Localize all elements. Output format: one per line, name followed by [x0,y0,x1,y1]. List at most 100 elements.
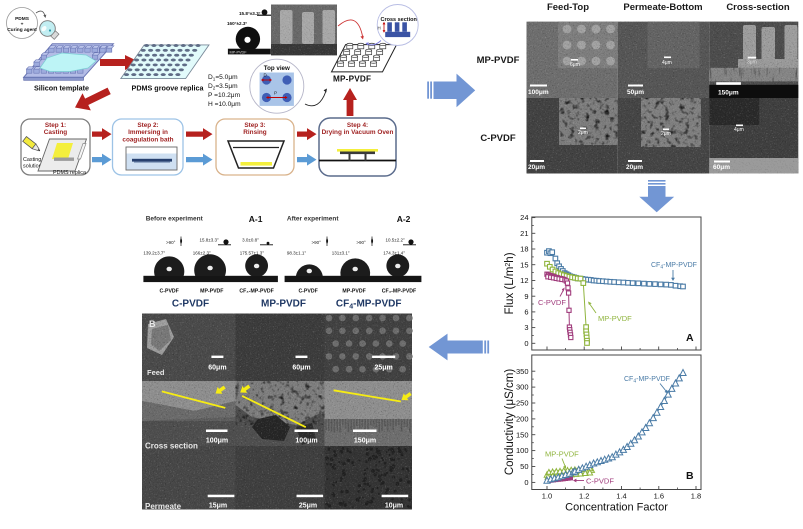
svg-text:21: 21 [520,229,528,238]
svg-text:166±2.3°: 166±2.3° [193,251,211,256]
svg-text:CF4-MP-PVDF: CF4-MP-PVDF [651,262,697,271]
svg-text:24: 24 [520,213,528,222]
svg-text:174.3±1.4°: 174.3±1.4° [383,251,405,256]
svg-text:15: 15 [520,260,528,269]
svg-text:C-PVDF: C-PVDF [172,299,209,310]
svg-text:MP-PVDF: MP-PVDF [200,289,223,295]
svg-text:18: 18 [520,245,528,254]
svg-text:P: P [274,91,277,96]
svg-text:250: 250 [516,399,529,408]
svg-text:160°±2.3°: 160°±2.3° [227,21,247,26]
svg-text:Permeate-Bottom: Permeate-Bottom [623,2,702,13]
svg-text:300: 300 [516,383,529,392]
svg-text:C-PVDF: C-PVDF [298,289,317,295]
svg-text:25μm: 25μm [374,365,392,372]
svg-text:20μm: 20μm [528,164,545,171]
svg-text:MP-PVDF: MP-PVDF [230,51,248,55]
svg-text:6μm: 6μm [570,62,580,68]
svg-text:Conductivity (μS/cm): Conductivity (μS/cm) [504,369,516,475]
svg-text:3: 3 [524,323,528,332]
svg-text:12: 12 [520,276,528,285]
svg-text:Step 2:: Step 2: [137,122,158,129]
svg-text:After experiment: After experiment [287,216,339,223]
svg-text:60μm: 60μm [292,365,310,372]
svg-text:10.5±2.2°: 10.5±2.2° [386,238,405,243]
svg-text:Feed: Feed [147,368,165,377]
svg-text:100μm: 100μm [295,438,317,445]
svg-text:Cross section: Cross section [145,442,198,451]
svg-text:Concentration Factor: Concentration Factor [565,502,668,514]
svg-text:150: 150 [516,430,529,439]
svg-text:150μm: 150μm [354,438,376,445]
svg-text:Casting: Casting [44,129,68,136]
svg-text:C-PVDF: C-PVDF [586,477,614,486]
svg-text:A-2: A-2 [397,214,411,224]
svg-text:350: 350 [516,367,529,376]
svg-text:H =10.0μm: H =10.0μm [208,101,241,108]
svg-text:coagulation bath: coagulation bath [122,136,173,143]
svg-text:MP-PVDF: MP-PVDF [342,289,365,295]
svg-text:100μm: 100μm [206,438,228,445]
svg-text:Cross section: Cross section [381,17,418,23]
svg-text:Step 3:: Step 3: [244,122,265,129]
svg-text:15.8°±3.3°: 15.8°±3.3° [239,11,261,16]
svg-text:15.8±3.3°: 15.8±3.3° [200,238,219,243]
svg-text:PDMS groove replica: PDMS groove replica [132,84,205,93]
svg-text:MP-PVDF: MP-PVDF [477,55,520,66]
svg-text:1.0: 1.0 [542,492,552,501]
svg-text:D: D [264,73,267,78]
svg-text:Before experiment: Before experiment [146,216,204,223]
svg-text:200: 200 [516,415,529,424]
svg-text:0: 0 [524,478,528,487]
svg-text:H: H [378,26,381,31]
svg-text:Feed-Top: Feed-Top [547,2,589,13]
svg-text:0: 0 [524,339,528,348]
svg-text:Step 4:: Step 4: [347,122,368,129]
svg-text:D2=3.5μm: D2=3.5μm [208,83,238,90]
svg-text:2μm: 2μm [578,130,588,136]
svg-text:Cross-section: Cross-section [726,2,790,13]
svg-text:3.0±0.8°: 3.0±0.8° [242,238,259,243]
svg-text:10μm: 10μm [385,503,403,510]
svg-text:C-PVDF: C-PVDF [538,298,566,307]
svg-text:D1=5.0μm: D1=5.0μm [208,74,238,81]
svg-text:C-PVDF: C-PVDF [480,133,516,144]
svg-text:4μm: 4μm [734,127,744,133]
svg-text:CF₄-MP-PVDF: CF₄-MP-PVDF [382,289,416,295]
svg-text:C-PVDF: C-PVDF [160,289,179,295]
svg-text:+: + [21,23,24,28]
svg-text:20μm: 20μm [626,164,643,171]
svg-text:Rinsing: Rinsing [243,129,267,136]
svg-text:Immersing in: Immersing in [128,129,168,136]
svg-text:15μm: 15μm [209,503,227,510]
svg-text:139.2±3.7°: 139.2±3.7° [143,251,165,256]
svg-text:Curing agent: Curing agent [7,27,37,33]
svg-text:1.2: 1.2 [579,492,589,501]
svg-text:Permeate: Permeate [145,502,182,511]
svg-text:A: A [686,332,694,344]
svg-text:PDMS replica: PDMS replica [53,170,86,176]
svg-text:MP-PVDF: MP-PVDF [545,450,579,459]
svg-text:50: 50 [520,462,528,471]
svg-text:MP-PVDF: MP-PVDF [261,299,306,310]
svg-text:>90°: >90° [312,240,322,245]
svg-text:9: 9 [524,292,528,301]
svg-text:Top view: Top view [264,65,290,72]
svg-text:131±3.1°: 131±3.1° [332,251,350,256]
svg-text:100μm: 100μm [528,89,549,96]
svg-text:4μm: 4μm [662,60,672,66]
svg-text:>90°: >90° [356,240,366,245]
svg-text:A-1: A-1 [249,214,263,224]
svg-text:60μm: 60μm [208,365,226,372]
svg-text:50μm: 50μm [627,89,644,96]
svg-text:60μm: 60μm [713,164,730,171]
svg-text:3μm: 3μm [747,60,757,66]
svg-text:98.3±1.1°: 98.3±1.1° [287,251,306,256]
svg-text:MP-PVDF: MP-PVDF [598,314,632,323]
svg-text:>90°: >90° [166,240,176,245]
svg-text:MP-PVDF: MP-PVDF [333,75,371,84]
svg-text:1.4: 1.4 [616,492,626,501]
svg-text:CF4-MP-PVDF: CF4-MP-PVDF [624,376,670,385]
svg-text:P =10.2μm: P =10.2μm [208,92,241,99]
svg-text:1.6: 1.6 [654,492,664,501]
